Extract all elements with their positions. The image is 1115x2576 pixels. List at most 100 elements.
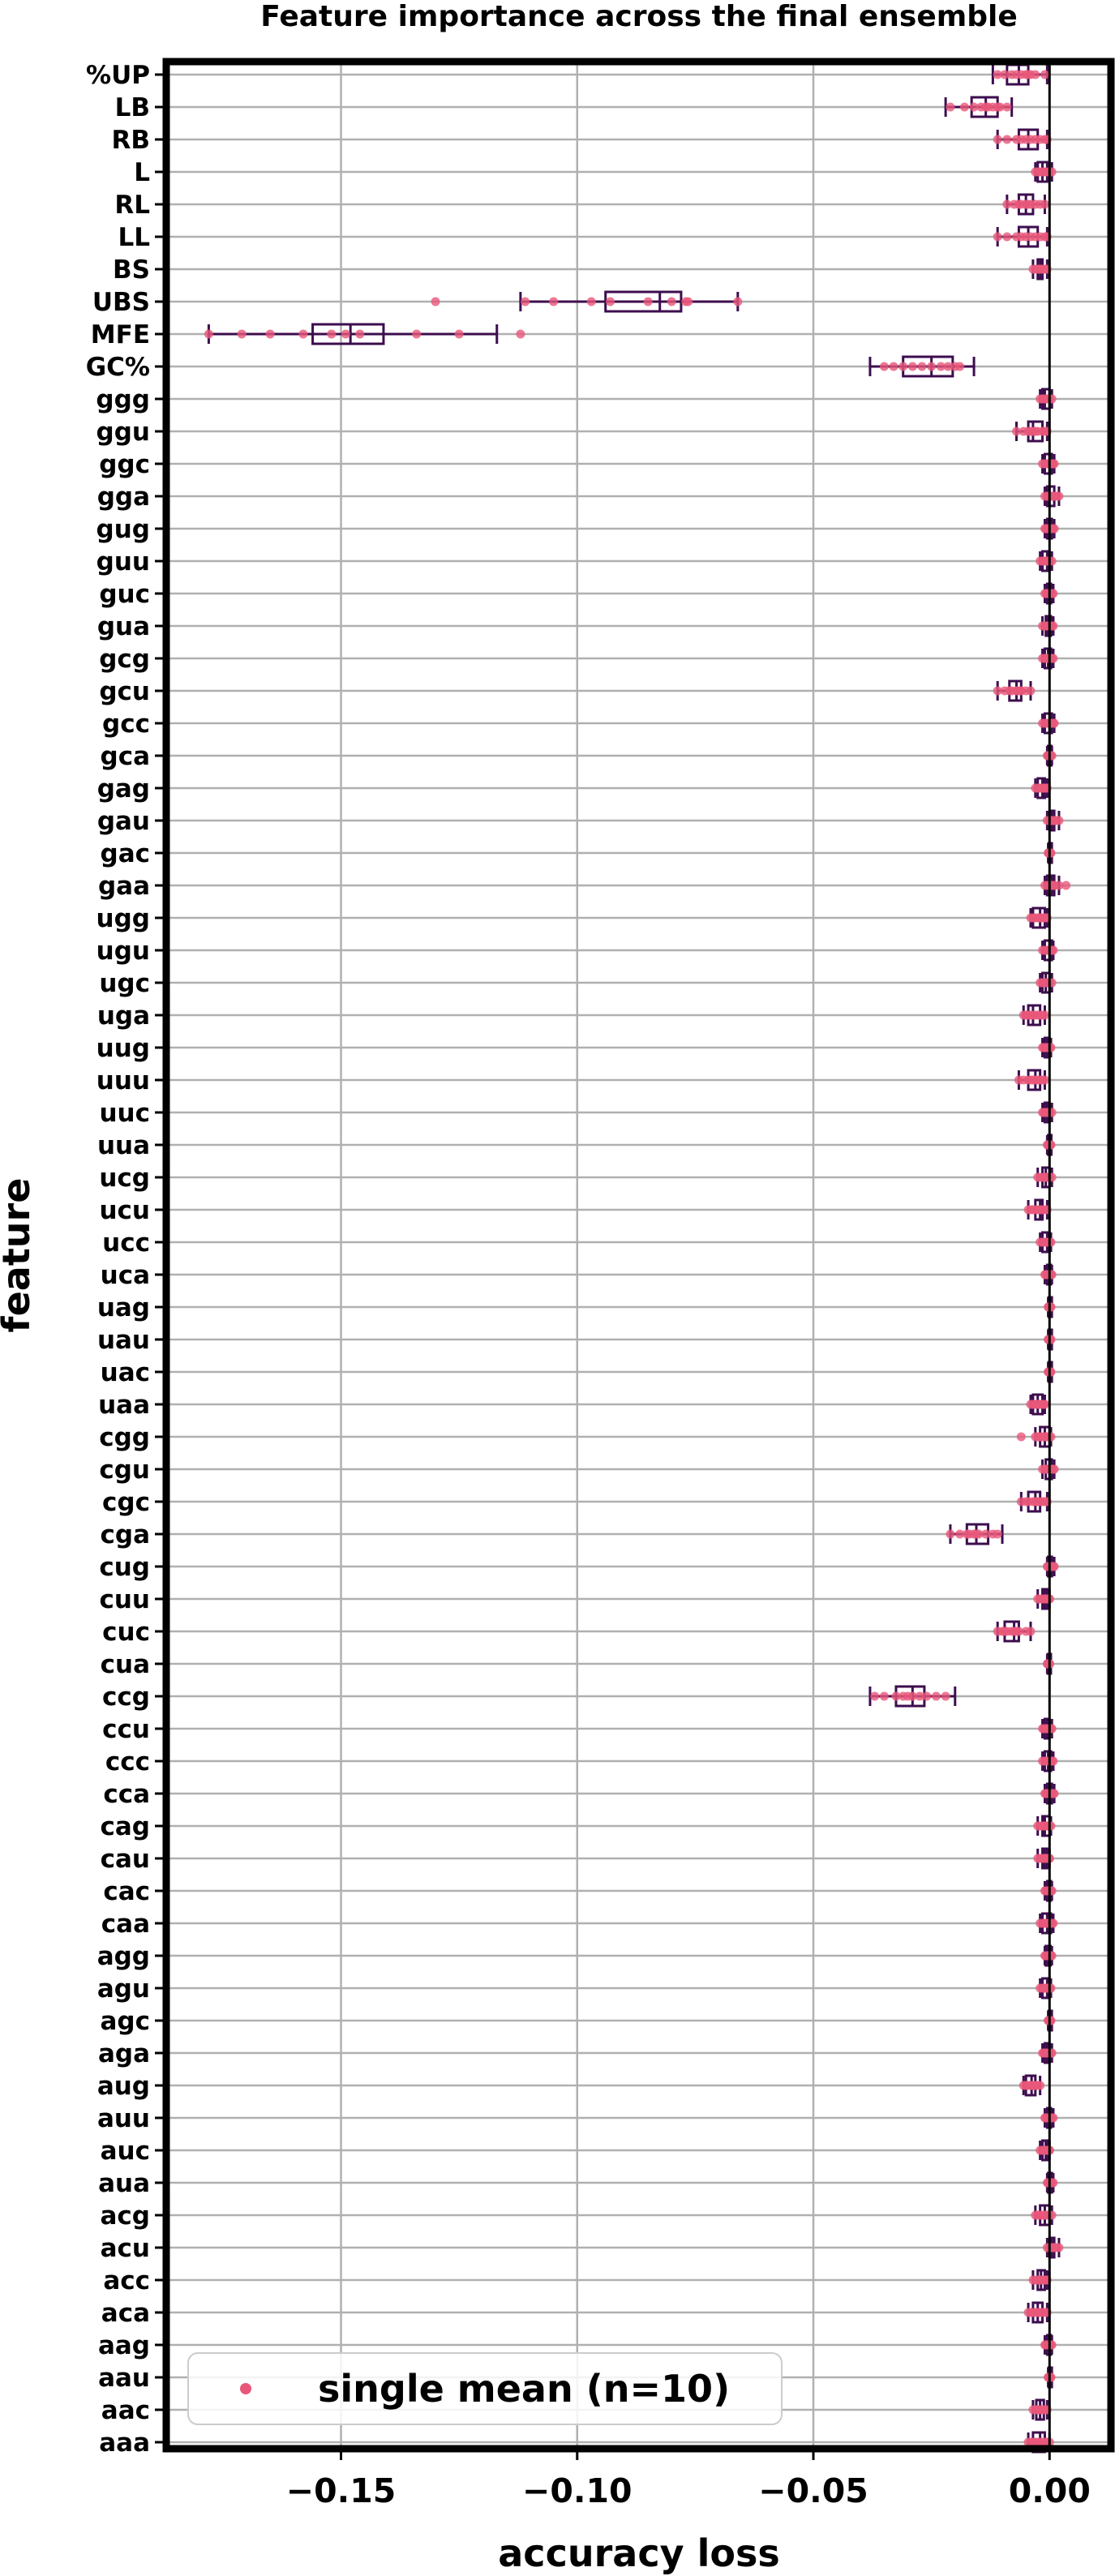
data-point [1054,491,1064,501]
y-tick-label: aga [98,2039,150,2068]
data-point [1002,102,1012,112]
y-tick-label: guc [99,580,150,609]
data-point [1040,1399,1049,1409]
data-point [993,1529,1002,1539]
y-tick-label: ucu [99,1196,150,1225]
data-point [667,297,676,306]
y-tick-labels: %UP LB RB L RL LL BS UBS MFE GC% ggg ggu ggc gga gug gu… [86,61,150,2458]
y-tick-label: ucc [102,1228,150,1258]
y-tick-label: cuu [99,1585,150,1614]
data-point [431,297,440,306]
data-point [1002,135,1012,144]
y-tick-label: cua [101,1650,150,1679]
box-layer [207,63,1061,2454]
data-point [1046,1367,1056,1377]
data-point [412,329,422,339]
y-tick-label: ugg [96,904,150,933]
data-point [879,362,889,371]
iqr-box [604,290,683,313]
data-point [946,102,955,112]
data-point [993,70,1002,79]
data-point [955,1529,965,1539]
data-point [1049,621,1058,631]
data-point [931,1691,941,1701]
y-tick-label: gcg [99,645,150,674]
data-point [549,297,559,306]
data-point [1049,654,1058,663]
data-point [606,297,615,306]
y-tick-label: cug [99,1553,150,1582]
data-point [1054,2243,1064,2252]
data-point [521,297,530,306]
y-tick-label: GC% [86,353,150,382]
y-tick-label: gca [101,742,151,771]
data-point [298,329,308,339]
y-tick-label: aag [98,2331,150,2360]
data-point [643,297,653,306]
y-tick-label: acg [101,2201,151,2231]
data-point [993,686,1002,696]
data-point [993,135,1002,144]
data-point [1046,1237,1056,1247]
data-point [733,297,743,306]
x-tick-labels: −0.15 −0.10 −0.05 0.00 [286,2471,1091,2510]
grid-layer [155,62,1111,2460]
data-point [1026,686,1036,696]
y-tick-label: aca [101,2299,150,2328]
y-tick-label: gga [97,482,150,512]
data-point [1046,1043,1056,1052]
y-tick-label: aug [97,2072,150,2101]
y-tick-label: aua [98,2169,150,2198]
data-point [1049,1789,1059,1798]
y-tick-label: gac [101,839,151,868]
legend: single mean (n=10) [187,2352,783,2425]
data-point [1046,1140,1056,1150]
data-point [974,1529,984,1539]
y-tick-label: uag [97,1293,150,1322]
y-tick-label: BS [113,255,150,285]
y-tick-label: LL [118,223,150,252]
y-tick-label: cuc [102,1618,150,1647]
y-tick-label: gag [97,774,150,804]
y-tick-label: gua [97,612,150,641]
data-point [995,102,1005,112]
y-tick-label: uua [97,1131,150,1160]
data-point [922,1691,932,1701]
data-point [1049,1918,1058,1928]
plot-frame [162,58,1115,2453]
data-point [1049,945,1058,955]
data-point [1026,1627,1036,1636]
y-tick-label: cgc [102,1488,150,1517]
y-tick-label: uug [96,1034,150,1063]
y-tick-label: agg [97,1942,150,1971]
data-point [454,329,464,339]
data-point [1014,1627,1023,1636]
y-tick-label: ggc [99,450,150,479]
y-tick-label: ccc [105,1747,150,1777]
y-tick-label: acu [101,2234,150,2263]
y-tick-label: auu [97,2104,150,2133]
data-point [959,102,969,112]
data-point [204,329,213,339]
data-point [1049,718,1059,728]
y-tick-label: ccu [102,1715,150,1744]
y-tick-label: RL [114,191,150,220]
y-tick-label: RB [112,126,151,155]
data-point [265,329,275,339]
data-point [993,232,1002,242]
x-tick-label: −0.10 [522,2471,633,2510]
data-point [1049,1464,1059,1474]
data-point [1000,70,1010,79]
data-point [684,297,693,306]
y-tick-label: gaa [98,872,150,901]
y-tick-label: %UP [86,61,150,90]
data-point [943,362,953,371]
data-point [907,362,917,371]
y-tick-label: ugc [99,969,150,998]
data-point [1054,881,1064,890]
data-point [1002,232,1012,242]
y-tick-label: cca [103,1780,150,1809]
data-point [1049,2113,1058,2123]
y-tick-label: cgu [99,1455,150,1485]
data-point [1002,199,1012,209]
